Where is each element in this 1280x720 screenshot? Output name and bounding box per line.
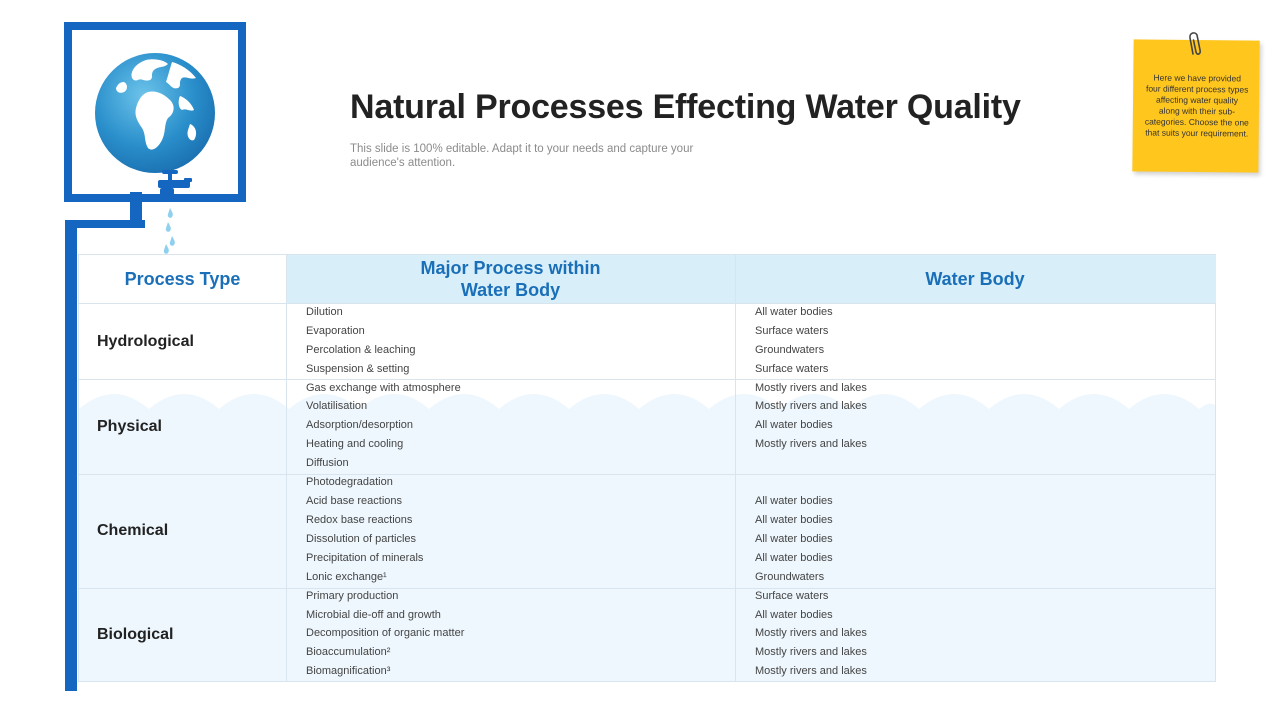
pipe-joint: [130, 192, 142, 228]
process-type-hydrological: Hydrological: [97, 333, 194, 350]
process-type-physical: Physical: [97, 418, 162, 435]
table-cell-process: Biomagnification³: [306, 665, 391, 677]
globe-frame: [64, 22, 246, 202]
table-cell-process: Dissolution of particles: [306, 533, 417, 545]
table-cell-water-body: Surface waters: [755, 325, 829, 337]
table-cell-process: Microbial die-off and growth: [306, 609, 441, 621]
column-header-major-process: Major Process within Water Body: [286, 255, 735, 303]
table-cell-process: Acid base reactions: [306, 495, 402, 507]
table-cell-water-body: Surface waters: [755, 363, 829, 375]
table-cell-process: Volatilisation: [306, 400, 368, 412]
table-cell-water-body: All water bodies: [755, 609, 833, 621]
table-cell-water-body: Groundwaters: [755, 344, 825, 356]
table-cell-process: Adsorption/desorption: [306, 419, 414, 431]
group-divider: [79, 474, 1215, 475]
table-cell-water-body: All water bodies: [755, 495, 833, 507]
water-drops-icon: [163, 208, 175, 254]
column-divider: [286, 255, 287, 681]
table-cell-process: Lonic exchange¹: [306, 571, 387, 583]
table-cell-water-body: Mostly rivers and lakes: [755, 627, 867, 639]
column-header-water-body: Water Body: [925, 269, 1025, 289]
table-cell-water-body: All water bodies: [755, 533, 833, 545]
group-divider: [79, 588, 1215, 589]
table-cell-water-body: Surface waters: [755, 590, 829, 602]
pipe-horizontal: [65, 220, 145, 228]
globe-icon: [95, 53, 215, 173]
table-cell-process: Percolation & leaching: [306, 344, 416, 356]
table-cell-process: Primary production: [306, 590, 399, 602]
table-cell-water-body: Mostly rivers and lakes: [755, 400, 867, 412]
table-cell-water-body: Mostly rivers and lakes: [755, 382, 867, 394]
page-title: Natural Processes Effecting Water Qualit…: [350, 88, 1021, 126]
pipe-vertical: [65, 220, 77, 691]
table-cell-water-body: Mostly rivers and lakes: [755, 665, 867, 677]
water-tap-icon: [158, 170, 192, 202]
table-cell-process: Dilution: [306, 306, 343, 318]
process-type-chemical: Chemical: [97, 522, 169, 539]
table-cell-process: Suspension & setting: [306, 363, 410, 375]
header-divider: [79, 303, 1215, 304]
table-cell-process: Diffusion: [306, 457, 349, 469]
table-cell-water-body: All water bodies: [755, 306, 833, 318]
wave-background: [79, 394, 1215, 681]
column-header-major-process-label: Major Process within Water Body: [420, 258, 601, 300]
paperclip-icon: [1189, 32, 1201, 55]
page-subtitle: This slide is 100% editable. Adapt it to…: [350, 143, 694, 169]
table-cell-process: Evaporation: [306, 325, 365, 337]
table-cell-water-body: Groundwaters: [755, 571, 825, 583]
table-cell-process: Gas exchange with atmosphere: [306, 382, 461, 394]
column-header-process-type: Process Type: [124, 269, 241, 289]
table-cell-process: Redox base reactions: [306, 514, 413, 526]
table-cell-process: Heating and cooling: [306, 438, 404, 450]
table-cell-process: Bioaccumulation²: [306, 646, 391, 658]
table-cell-water-body: All water bodies: [755, 419, 833, 431]
table-cell-water-body: All water bodies: [755, 514, 833, 526]
sticky-note-text: Here we have provided four different pro…: [1144, 72, 1249, 139]
table-cell-water-body: Mostly rivers and lakes: [755, 438, 867, 450]
table-header-background: [286, 255, 1216, 303]
table-cell-water-body: Mostly rivers and lakes: [755, 646, 867, 658]
table-cell-process: Decomposition of organic matter: [306, 627, 465, 639]
group-divider: [79, 379, 1215, 380]
process-table: Process Type Major Process within Water …: [78, 254, 1216, 682]
process-type-biological: Biological: [97, 626, 174, 643]
table-cell-process: Precipitation of minerals: [306, 552, 424, 564]
table-cell-water-body: All water bodies: [755, 552, 833, 564]
column-divider: [735, 255, 736, 681]
table-cell-process: Photodegradation: [306, 476, 393, 488]
